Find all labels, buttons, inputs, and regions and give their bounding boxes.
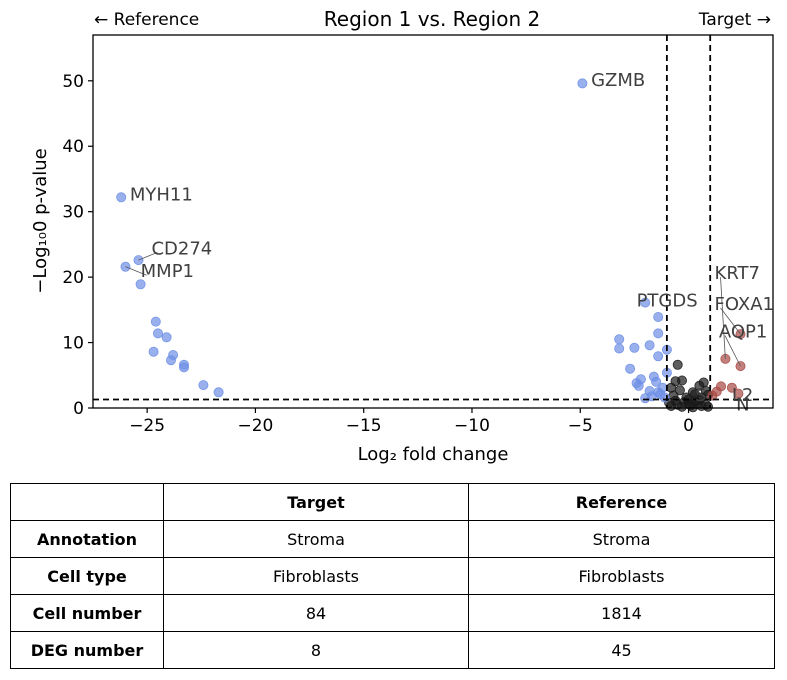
volcano-plot: ← Reference Region 1 vs. Region 2 Target… — [30, 7, 774, 465]
data-point-ns — [677, 375, 688, 386]
data-point-ns — [674, 385, 685, 396]
x-tick-label: −5 — [568, 416, 593, 436]
annotation-connector — [720, 307, 741, 335]
annotation-connector — [138, 251, 158, 261]
data-point-down — [653, 328, 664, 339]
y-axis-ticks: 0 10 20 30 40 50 — [62, 72, 93, 419]
table-header-blank — [10, 483, 164, 521]
data-point-down — [640, 297, 651, 308]
data-point-down — [152, 328, 163, 339]
data-point-down — [653, 387, 664, 398]
data-point-down — [161, 332, 172, 343]
cell-target: Stroma — [163, 520, 469, 558]
comparison-table: Target Reference Annotation Stroma Strom… — [10, 483, 775, 669]
table-row: DEG number 8 45 — [10, 631, 775, 669]
x-tick-label: −15 — [346, 416, 382, 436]
table-header-target: Target — [163, 483, 469, 521]
y-tick-label: 50 — [62, 72, 84, 92]
cell-target: 84 — [163, 594, 469, 632]
data-point-down — [614, 334, 625, 345]
y-tick-label: 0 — [73, 399, 84, 419]
table-row: Cell number 84 1814 — [10, 594, 775, 632]
gene-label: KRT7 — [715, 263, 760, 284]
plot-frame — [92, 34, 774, 409]
annotation-connector — [724, 335, 741, 367]
data-point-down — [150, 316, 161, 327]
row-label: Annotation — [10, 520, 164, 558]
y-axis-label: −Log₁₀0 p-value — [30, 148, 51, 293]
y-tick-label: 10 — [62, 334, 84, 354]
x-tick-label: −10 — [454, 416, 490, 436]
data-point-down — [213, 387, 224, 398]
cell-reference: 1814 — [468, 594, 775, 632]
data-point-ns — [681, 392, 692, 403]
data-point-down — [178, 362, 189, 373]
y-tick-label: 20 — [62, 268, 84, 288]
gene-label: AQP1 — [719, 321, 767, 342]
direction-label-reference: ← Reference — [94, 10, 199, 30]
data-point-ns — [694, 380, 705, 391]
cell-reference: Stroma — [468, 520, 775, 558]
data-point-down — [135, 279, 146, 290]
gene-label: N — [736, 395, 749, 416]
table-header-reference: Reference — [468, 483, 775, 521]
cell-reference: 45 — [468, 631, 775, 669]
gene-label: PTGDS — [637, 291, 698, 312]
table-row: Cell type Fibroblasts Fibroblasts — [10, 557, 775, 595]
cell-target: 8 — [163, 631, 469, 669]
data-point-up — [735, 329, 746, 340]
y-tick-label: 40 — [62, 137, 84, 157]
data-point-ns — [703, 401, 714, 412]
gene-label: S — [695, 385, 706, 406]
x-tick-label: −20 — [237, 416, 273, 436]
chart-title: Region 1 vs. Region 2 — [324, 7, 540, 31]
data-point-down — [625, 363, 636, 374]
data-point-down — [614, 343, 625, 354]
data-point-down — [198, 380, 209, 391]
data-points — [116, 78, 746, 413]
data-point-down — [116, 192, 127, 203]
row-label: Cell type — [10, 557, 164, 595]
gene-label: GZMB — [591, 70, 645, 91]
data-point-down — [165, 355, 176, 366]
x-axis-ticks: −25 −20 −15 −10 −5 0 — [129, 408, 694, 436]
x-tick-label: −25 — [129, 416, 165, 436]
data-point-ns — [672, 359, 683, 370]
gene-label: MYH11 — [130, 185, 193, 206]
cell-reference: Fibroblasts — [468, 557, 775, 595]
data-point-down — [577, 78, 588, 89]
data-point-ns — [670, 395, 681, 406]
data-point-down — [651, 376, 662, 387]
table-header-row: Target Reference — [10, 483, 775, 521]
y-tick-label: 30 — [62, 203, 84, 223]
x-axis-label: Log₂ fold change — [358, 444, 509, 465]
direction-label-target: Target → — [698, 10, 771, 30]
gene-label: MMP1 — [141, 261, 194, 282]
gene-label: CD274 — [151, 238, 212, 259]
data-point-down — [653, 351, 664, 362]
data-point-down — [633, 380, 644, 391]
gene-label: FOXA1 — [715, 294, 774, 315]
row-label: Cell number — [10, 594, 164, 632]
data-point-down — [148, 346, 159, 357]
annotation-connector — [125, 266, 147, 276]
table-row: Annotation Stroma Stroma — [10, 520, 775, 558]
data-point-down — [640, 393, 651, 404]
row-label: DEG number — [10, 631, 164, 669]
x-tick-label: 0 — [683, 416, 694, 436]
data-point-down — [653, 311, 664, 322]
data-point-up — [726, 382, 737, 393]
gene-label: L2 — [732, 385, 753, 406]
annotation-connector — [720, 277, 726, 359]
data-point-down — [629, 342, 640, 353]
threshold-lines — [93, 35, 773, 408]
cell-target: Fibroblasts — [163, 557, 469, 595]
data-point-down — [644, 340, 655, 351]
data-point-up — [733, 388, 744, 399]
